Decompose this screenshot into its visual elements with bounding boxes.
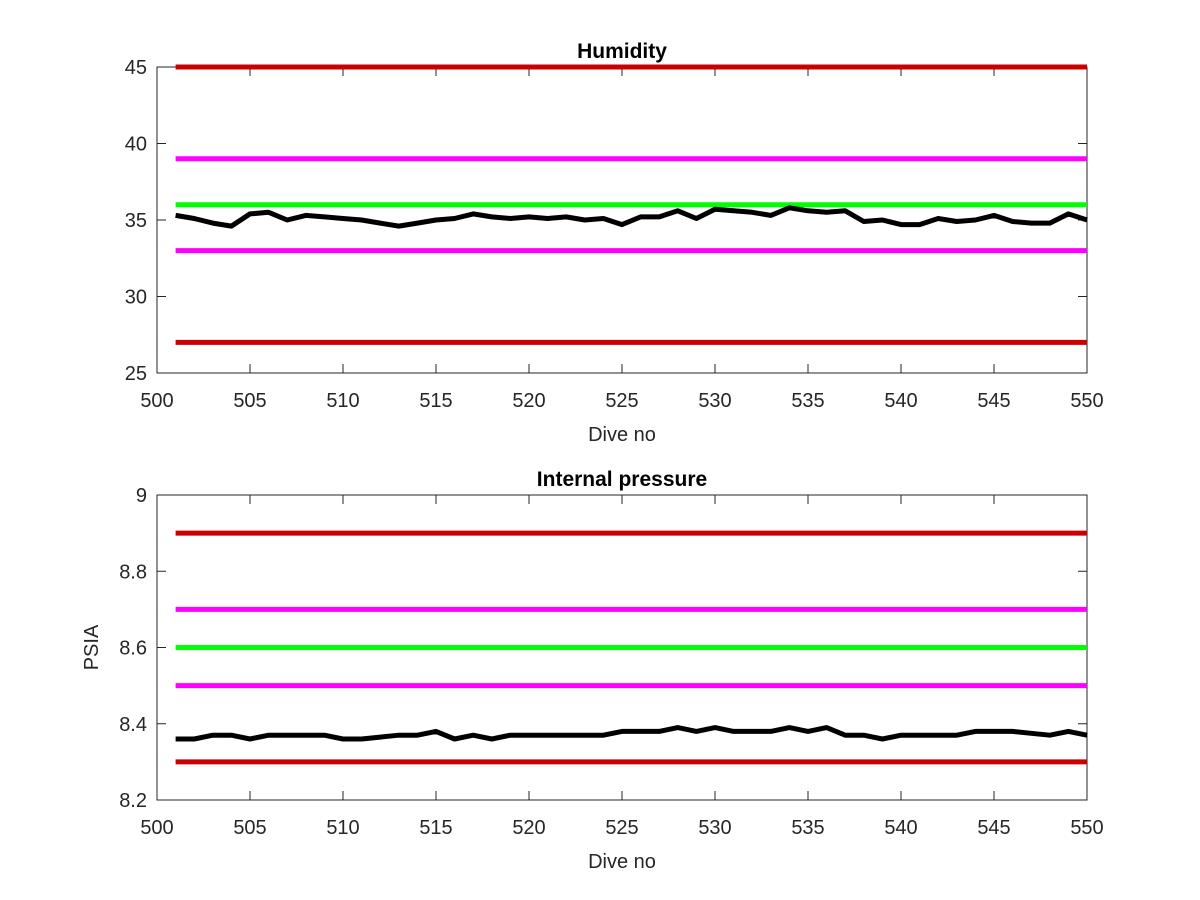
x-axis-label: Dive no (588, 851, 656, 873)
x-tick-label: 505 (233, 390, 266, 412)
x-tick-label: 530 (698, 390, 731, 412)
y-tick-label: 8.2 (119, 790, 147, 812)
y-tick-label: 25 (125, 363, 147, 385)
y-tick-label: 45 (125, 57, 147, 79)
x-tick-label: 515 (419, 817, 452, 839)
x-tick-label: 500 (140, 817, 173, 839)
x-axis-label: Dive no (588, 424, 656, 446)
x-tick-label: 525 (605, 390, 638, 412)
x-tick-label: 535 (791, 817, 824, 839)
y-tick-label: 40 (125, 134, 147, 156)
x-tick-label: 540 (884, 817, 917, 839)
x-tick-label: 515 (419, 390, 452, 412)
y-tick-label: 8.4 (119, 714, 147, 736)
x-tick-label: 520 (512, 817, 545, 839)
x-tick-label: 545 (977, 390, 1010, 412)
y-tick-label: 8.8 (119, 561, 147, 583)
x-tick-label: 505 (233, 817, 266, 839)
x-tick-label: 510 (326, 817, 359, 839)
y-tick-label: 35 (125, 210, 147, 232)
x-tick-label: 530 (698, 817, 731, 839)
x-tick-label: 550 (1070, 817, 1103, 839)
y-tick-label: 8.6 (119, 638, 147, 660)
x-tick-label: 550 (1070, 390, 1103, 412)
data-series-line (175, 725, 1088, 742)
x-tick-label: 525 (605, 817, 638, 839)
x-tick-label: 510 (326, 390, 359, 412)
x-tick-label: 545 (977, 817, 1010, 839)
y-axis-label: PSIA (81, 624, 103, 670)
internal-pressure-chart: 500 505 510 515 520 525 530 535 540 545 550 8.2 8.4 8… (81, 468, 1104, 873)
x-tick-label: 500 (140, 390, 173, 412)
data-series-line (175, 205, 1088, 229)
chart-title: Internal pressure (537, 468, 707, 491)
humidity-chart: 500 505 510 515 520 525 530 535 540 545 550 25 30 35 4… (125, 40, 1104, 446)
x-tick-label: 520 (512, 390, 545, 412)
y-tick-label: 30 (125, 287, 147, 309)
x-tick-label: 535 (791, 390, 824, 412)
chart-title: Humidity (577, 40, 667, 63)
x-tick-label: 540 (884, 390, 917, 412)
y-tick-label: 9 (136, 485, 147, 507)
